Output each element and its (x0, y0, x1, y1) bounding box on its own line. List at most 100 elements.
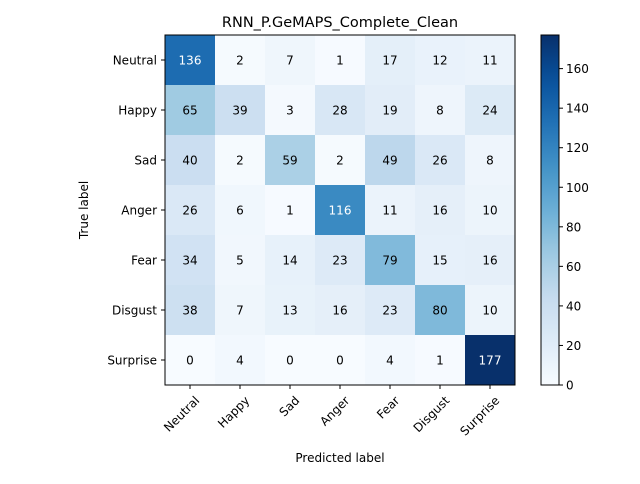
cell-value-label: 19 (382, 104, 397, 118)
cell-value-label: 79 (382, 254, 397, 268)
heatmap-cell (165, 85, 216, 136)
cell-value-label: 11 (382, 204, 397, 218)
heatmap-cell (315, 285, 366, 336)
colorbar-tick-label: 0 (566, 379, 574, 393)
colorbar-tick-label: 120 (566, 141, 589, 155)
colorbar-tick-label: 20 (566, 339, 581, 353)
heatmap-cell (165, 335, 216, 386)
heatmap-cell (215, 235, 266, 286)
cell-value-label: 23 (382, 304, 397, 318)
cell-value-label: 7 (236, 304, 244, 318)
heatmap-cell (465, 85, 516, 136)
heatmap-cell (365, 335, 416, 386)
heatmap-cell (165, 285, 216, 336)
cell-value-label: 16 (482, 254, 497, 268)
heatmap-cell (165, 185, 216, 236)
heatmap-cell (165, 135, 216, 186)
colorbar-tick-label: 140 (566, 102, 589, 116)
heatmap-cell (465, 185, 516, 236)
heatmap-cell (315, 35, 366, 86)
cell-value-label: 116 (329, 204, 352, 218)
cell-value-label: 39 (232, 104, 247, 118)
heatmap-cell (465, 135, 516, 186)
cell-value-label: 2 (336, 154, 344, 168)
heatmap-cell (315, 185, 366, 236)
cell-value-label: 28 (332, 104, 347, 118)
heatmap-cell (365, 85, 416, 136)
heatmap-cell (415, 85, 466, 136)
cell-value-label: 1 (436, 354, 444, 368)
y-axis-label: True label (77, 181, 91, 240)
heatmap-cell (315, 135, 366, 186)
heatmap-cell (265, 285, 316, 336)
cell-value-label: 16 (432, 204, 447, 218)
heatmap-cell (465, 35, 516, 86)
colorbar-ticks: 0 20 40 60 80 100 120 140 160 (559, 62, 589, 393)
cell-value-label: 0 (286, 354, 294, 368)
cell-value-label: 49 (382, 154, 397, 168)
cell-value-label: 34 (182, 254, 197, 268)
cell-value-label: 2 (236, 54, 244, 68)
cell-value-label: 1 (336, 54, 344, 68)
cell-value-label: 136 (179, 54, 202, 68)
cell-value-label: 80 (432, 304, 447, 318)
cell-value-label: 23 (332, 254, 347, 268)
cell-value-label: 26 (182, 204, 197, 218)
heatmap-cell (215, 285, 266, 336)
y-tick-label: Disgust (112, 304, 157, 318)
cell-value-label: 0 (186, 354, 194, 368)
y-tick-label: Surprise (107, 354, 157, 368)
heatmap-cell (265, 185, 316, 236)
heatmap-cell (265, 235, 316, 286)
cell-value-label: 14 (282, 254, 297, 268)
cell-value-label: 0 (336, 354, 344, 368)
colorbar-tick-label: 60 (566, 260, 581, 274)
chart-title: RNN_P.GeMAPS_Complete_Clean (222, 15, 458, 31)
cell-value-label: 17 (382, 54, 397, 68)
y-axis-ticks: Neutral Happy Sad Anger Fear Disgust Surprise (107, 54, 165, 368)
y-tick-label: Anger (121, 204, 157, 218)
heatmap-cell (465, 285, 516, 336)
heatmap-cell (265, 135, 316, 186)
y-tick-label: Happy (118, 104, 157, 118)
heatmap-cell (215, 85, 266, 136)
heatmap-cell (415, 285, 466, 336)
cell-value-label: 40 (182, 154, 197, 168)
cell-value-label: 8 (436, 104, 444, 118)
heatmap-cell (165, 235, 216, 286)
heatmap-cell (365, 285, 416, 336)
heatmap-cell (315, 235, 366, 286)
cell-value-label: 177 (479, 354, 502, 368)
cell-value-label: 59 (282, 154, 297, 168)
cell-value-label: 5 (236, 254, 244, 268)
cell-value-label: 6 (236, 204, 244, 218)
heatmap-cell (265, 335, 316, 386)
cell-value-label: 2 (236, 154, 244, 168)
cell-value-label: 26 (432, 154, 447, 168)
cell-value-label: 12 (432, 54, 447, 68)
heatmap-cell (215, 185, 266, 236)
heatmap-cell (365, 235, 416, 286)
heatmap-cell (365, 135, 416, 186)
heatmap-cell (365, 185, 416, 236)
cell-value-label: 4 (386, 354, 394, 368)
x-axis-label: Predicted label (295, 451, 384, 465)
heatmap-cell (365, 35, 416, 86)
colorbar-tick-label: 100 (566, 181, 589, 195)
heatmap-cell (415, 335, 466, 386)
heatmap-cell (465, 235, 516, 286)
heatmap-cell (415, 185, 466, 236)
colorbar-tick-label: 40 (566, 299, 581, 313)
cell-value-label: 65 (182, 104, 197, 118)
colorbar (540, 34, 560, 386)
cell-value-label: 16 (332, 304, 347, 318)
cell-value-label: 8 (486, 154, 494, 168)
cell-value-label: 15 (432, 254, 447, 268)
heatmap-cell (415, 135, 466, 186)
heatmap-cells (165, 35, 516, 386)
cell-value-label: 38 (182, 304, 197, 318)
cell-value-label: 7 (286, 54, 294, 68)
cell-value-label: 10 (482, 304, 497, 318)
